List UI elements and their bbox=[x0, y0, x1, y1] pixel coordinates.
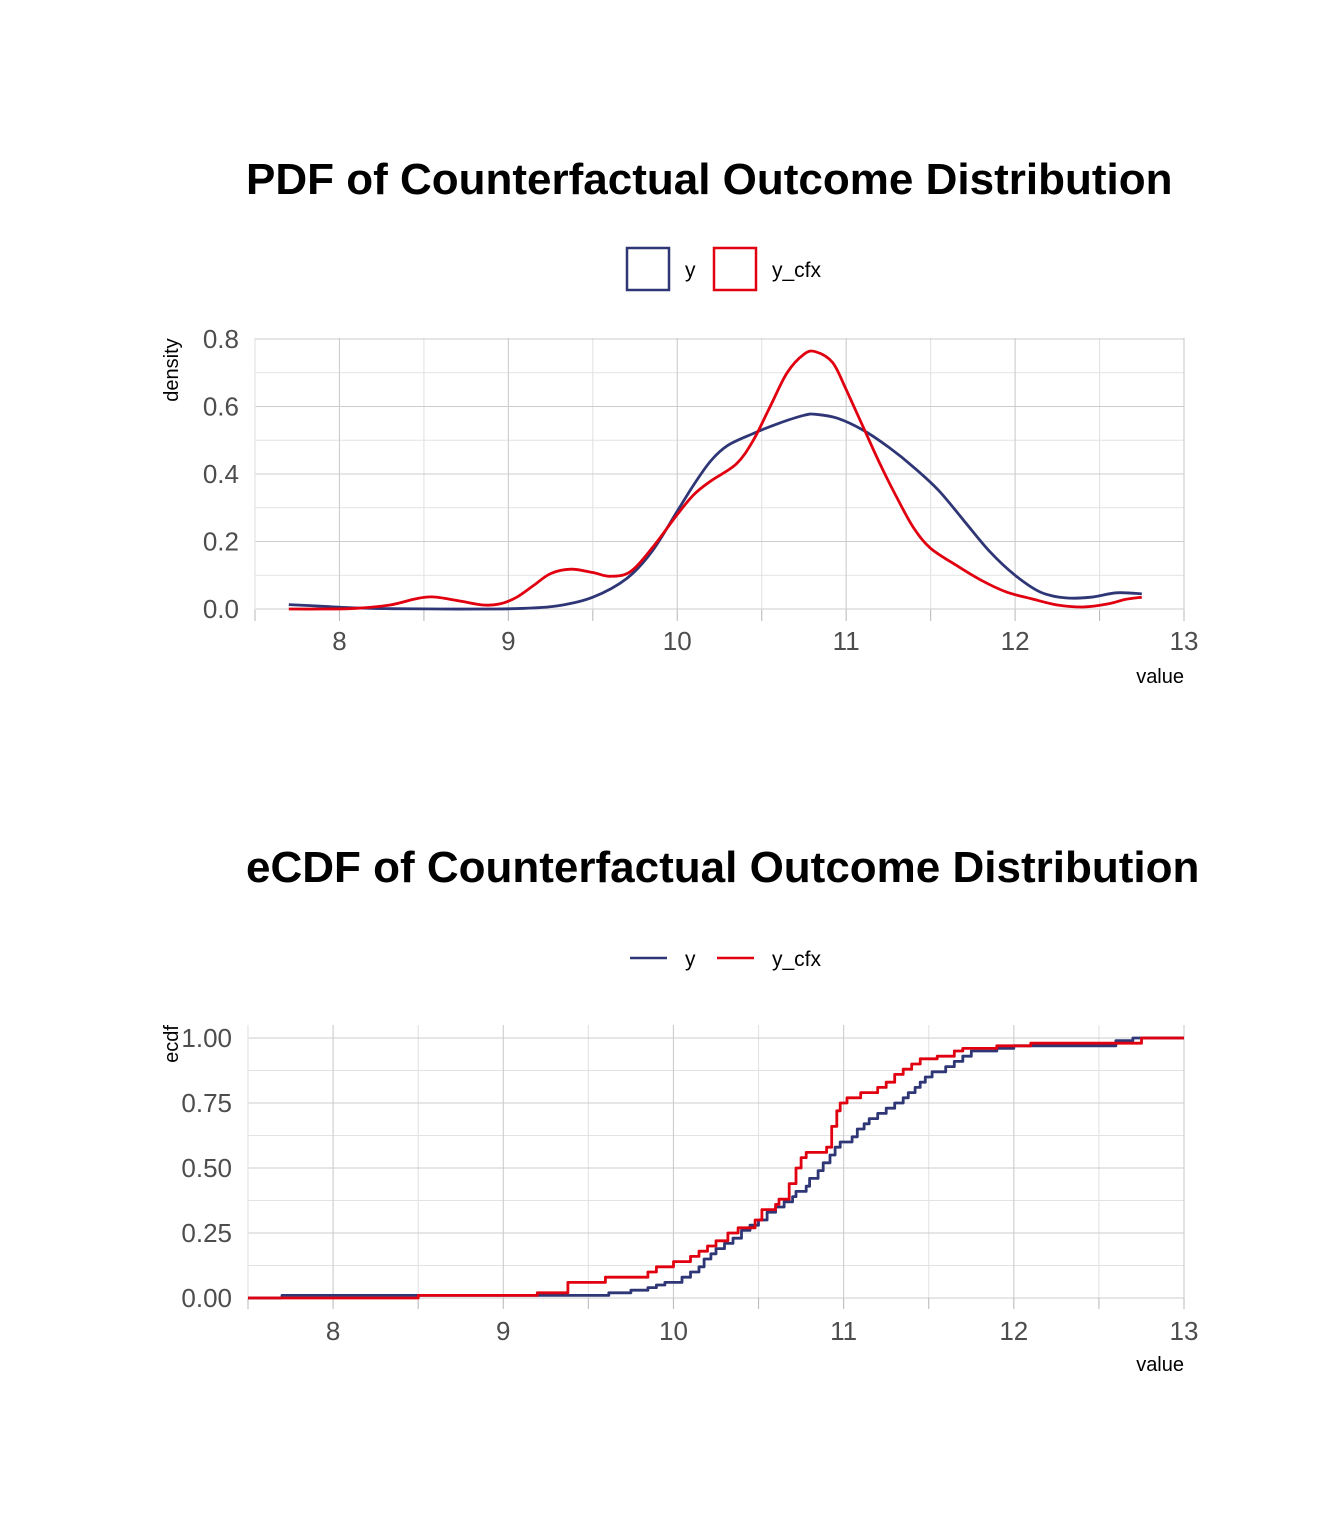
pdf-panel: PDF of Counterfactual Outcome Distributi… bbox=[161, 155, 1198, 688]
y-axis-title: ecdf bbox=[161, 1025, 183, 1063]
x-tick-label: 13 bbox=[1170, 626, 1199, 656]
series-line-y-cfx bbox=[248, 1036, 1184, 1300]
x-tick-label: 11 bbox=[833, 626, 860, 656]
chart-title: PDF of Counterfactual Outcome Distributi… bbox=[246, 155, 1172, 204]
y-tick-label: 0.2 bbox=[203, 527, 239, 557]
y-tick-label: 0.75 bbox=[181, 1088, 232, 1118]
legend-label-y-cfx: y_cfx bbox=[772, 259, 822, 282]
x-axis-title: value bbox=[1136, 1354, 1184, 1376]
y-tick-label: 1.00 bbox=[181, 1023, 232, 1053]
y-tick-label: 0.25 bbox=[181, 1218, 232, 1248]
x-tick-label: 10 bbox=[663, 626, 692, 656]
x-tick-label: 11 bbox=[830, 1316, 857, 1346]
legend-key-y bbox=[625, 246, 671, 292]
y-tick-label: 0.4 bbox=[203, 459, 239, 489]
series-line-y bbox=[248, 1036, 1184, 1300]
series-layer bbox=[248, 1036, 1184, 1300]
legend-label-y-cfx: y_cfx bbox=[772, 948, 822, 971]
chart-title: eCDF of Counterfactual Outcome Distribut… bbox=[246, 843, 1199, 892]
legend: y y_cfx bbox=[630, 948, 822, 971]
x-tick-label: 12 bbox=[1001, 626, 1030, 656]
ecdf-panel: eCDF of Counterfactual Outcome Distribut… bbox=[161, 843, 1199, 1376]
x-tick-label: 10 bbox=[659, 1316, 688, 1346]
grid bbox=[254, 338, 1185, 610]
legend-label-y: y bbox=[685, 259, 696, 282]
y-axis-title: density bbox=[161, 338, 183, 401]
grid bbox=[247, 1025, 1185, 1299]
legend: y y_cfx bbox=[625, 246, 822, 292]
x-tick-label: 13 bbox=[1170, 1316, 1199, 1346]
y-tick-label: 0.8 bbox=[203, 324, 239, 354]
x-tick-label: 12 bbox=[999, 1316, 1028, 1346]
legend-label-y: y bbox=[685, 948, 696, 971]
x-tick-label: 8 bbox=[326, 1316, 340, 1346]
x-tick-label: 8 bbox=[332, 626, 346, 656]
y-tick-label: 0.0 bbox=[203, 594, 239, 624]
y-tick-label: 0.50 bbox=[181, 1153, 232, 1183]
series-line-y bbox=[288, 412, 1142, 611]
y-tick-label: 0.00 bbox=[181, 1283, 232, 1313]
series-line-y-cfx bbox=[288, 349, 1142, 611]
x-tick-label: 9 bbox=[496, 1316, 510, 1346]
x-axis-title: value bbox=[1136, 666, 1184, 688]
legend-key-y-cfx bbox=[712, 246, 758, 292]
series-layer bbox=[288, 349, 1142, 611]
y-tick-label: 0.6 bbox=[203, 392, 239, 422]
axis-ticks: 8 9 10 11 12 13 0.00 0.25 0.50 0.75 1.00 bbox=[181, 1023, 1198, 1346]
x-tick-label: 9 bbox=[501, 626, 515, 656]
axis-ticks: 8 9 10 11 12 13 0.0 0.2 0.4 0.6 0.8 bbox=[203, 324, 1199, 656]
